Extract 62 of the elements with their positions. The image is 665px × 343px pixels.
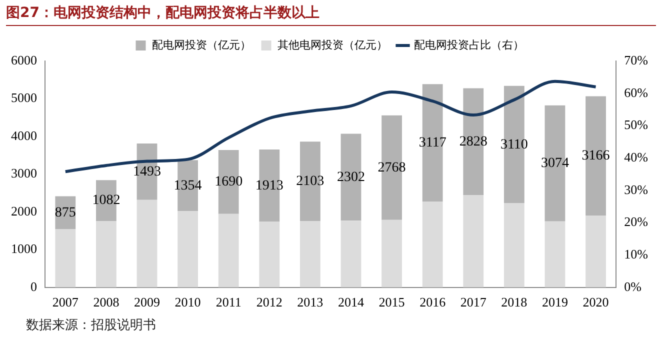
chart-title: 图27：电网投资结构中，配电网投资将占半数以上 <box>6 4 656 26</box>
data-label: 2768 <box>378 160 406 176</box>
data-label: 2103 <box>296 174 324 189</box>
bar <box>544 221 566 288</box>
data-label: 875 <box>54 205 76 220</box>
bar <box>136 200 158 288</box>
y2-tick-label: 10% <box>624 246 648 262</box>
y-tick-label: 0 <box>30 278 37 294</box>
y2-tick-label: 50% <box>624 117 648 132</box>
bar <box>504 203 524 288</box>
bar <box>463 194 484 288</box>
x-tick-label: 2017 <box>460 294 487 310</box>
y2-tick-label: 40% <box>624 149 648 164</box>
x-tick-label: 2012 <box>256 294 282 310</box>
bar <box>218 214 239 288</box>
y2-tick-label: 30% <box>624 182 648 197</box>
bar <box>55 229 76 288</box>
y-tick-label: 4000 <box>11 128 37 143</box>
data-label: 3074 <box>540 156 569 172</box>
data-label: 2302 <box>336 170 365 185</box>
legend-label: 其他电网投资（亿元） <box>277 38 388 52</box>
data-label: 2828 <box>459 134 488 150</box>
x-tick-label: 2009 <box>134 294 160 310</box>
data-label: 1690 <box>214 174 243 190</box>
x-tick-label: 2015 <box>378 294 405 310</box>
y-tick-label: 2000 <box>11 203 37 218</box>
data-label: 1493 <box>132 164 161 180</box>
y2-tick-label: 70% <box>624 52 648 68</box>
x-tick-label: 2013 <box>297 294 324 310</box>
x-tick-label: 2008 <box>93 294 120 310</box>
bar <box>96 220 116 288</box>
bar <box>586 216 606 288</box>
x-tick-label: 2016 <box>420 294 446 310</box>
data-label: 3117 <box>418 136 446 151</box>
data-label: 3166 <box>582 148 610 164</box>
x-tick-label: 2019 <box>542 294 568 310</box>
y-tick-label: 5000 <box>11 90 37 106</box>
bar <box>422 202 443 288</box>
bar <box>300 220 320 288</box>
data-label: 1913 <box>255 178 284 194</box>
x-tick-label: 2011 <box>216 294 242 310</box>
bar <box>382 220 402 288</box>
bar <box>178 211 198 288</box>
y-tick-label: 3000 <box>11 166 37 181</box>
bar <box>259 222 280 288</box>
y2-tick-label: 20% <box>624 214 648 230</box>
bar <box>340 220 362 288</box>
y-tick-label: 6000 <box>11 52 37 68</box>
y-tick-label: 1000 <box>11 241 37 256</box>
data-label: 1354 <box>174 178 202 194</box>
x-tick-label: 2010 <box>174 294 201 310</box>
legend-label: 配电网投资（亿元） <box>152 38 251 52</box>
legend-label: 配电网投资占比（右） <box>414 38 524 52</box>
x-tick-label: 2018 <box>501 294 528 310</box>
x-tick-label: 2007 <box>52 294 79 310</box>
x-tick-label: 2020 <box>582 294 609 310</box>
data-label: 3110 <box>500 137 528 152</box>
source-note: 数据来源：招股说明书 <box>26 317 156 334</box>
y2-tick-label: 0% <box>624 278 642 294</box>
y2-tick-label: 60% <box>624 84 648 100</box>
x-tick-label: 2014 <box>338 294 364 310</box>
data-label: 1082 <box>92 193 120 208</box>
